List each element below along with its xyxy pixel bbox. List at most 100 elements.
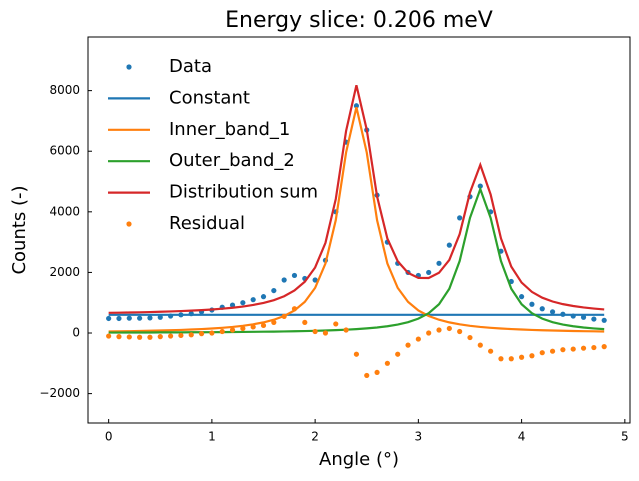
y-tick-label: 8000 (49, 83, 80, 97)
legend-label: Inner_band_1 (169, 119, 290, 140)
data-point (591, 316, 597, 322)
chart-title: Energy slice: 0.206 meV (225, 8, 493, 33)
x-tick-label: 5 (621, 430, 629, 444)
data-point (426, 269, 432, 276)
data-point (519, 294, 525, 300)
y-tick-label: 4000 (49, 204, 80, 218)
data-point (322, 330, 329, 336)
legend-label: Constant (169, 87, 250, 108)
data-point (570, 346, 576, 352)
data-point (446, 325, 452, 332)
data-point (529, 353, 535, 359)
y-tick-label: 2000 (49, 265, 80, 279)
data-point (219, 328, 225, 335)
data-point (477, 342, 483, 348)
y-tick-label: 0 (72, 326, 80, 340)
data-point (281, 277, 287, 283)
y-tick-label: 6000 (49, 144, 80, 158)
data-point (405, 342, 411, 348)
data-point (353, 351, 360, 357)
data-point (601, 317, 607, 323)
data-point (167, 333, 174, 339)
data-point (209, 330, 215, 336)
data-point (157, 334, 163, 340)
data-point (539, 350, 545, 356)
data-point (374, 369, 380, 376)
data-point (436, 260, 442, 266)
data-point (198, 331, 205, 337)
data-point (384, 360, 390, 366)
data-point (302, 319, 308, 326)
data-point (240, 325, 246, 332)
plot-frame (87, 36, 631, 424)
data-point (291, 272, 298, 279)
data-point (529, 301, 535, 307)
data-point (116, 334, 122, 340)
series-line (108, 84, 605, 314)
data-point (229, 327, 236, 333)
data-point (312, 277, 318, 283)
data-point (126, 315, 132, 321)
data-point (560, 347, 566, 353)
data-point (106, 315, 112, 322)
data-point (106, 333, 112, 339)
data-point (457, 328, 463, 335)
data-point (488, 348, 494, 354)
y-tick-label: −2000 (39, 386, 80, 400)
data-point (157, 314, 163, 320)
data-point (240, 300, 246, 306)
data-point (415, 336, 421, 342)
data-point (147, 334, 153, 340)
y-axis-label: Counts (-) (9, 185, 30, 274)
legend-label: Outer_band_2 (169, 150, 295, 171)
data-point (426, 330, 432, 336)
data-point (457, 215, 463, 221)
legend-label: Residual (169, 213, 245, 234)
data-point (260, 294, 267, 300)
data-point (446, 242, 452, 248)
series-line (108, 107, 605, 333)
data-point (539, 306, 545, 312)
data-point (291, 306, 298, 312)
data-point (178, 332, 184, 339)
data-point (312, 328, 318, 335)
data-point (137, 334, 143, 340)
x-tick-label: 0 (105, 430, 113, 444)
x-tick-label: 4 (518, 430, 526, 444)
data-point (498, 356, 504, 362)
data-point (260, 322, 267, 329)
x-tick-label: 3 (415, 430, 423, 444)
data-point (580, 345, 587, 351)
data-point (467, 334, 473, 341)
data-point (395, 351, 401, 357)
x-tick-label: 1 (208, 430, 216, 444)
legend-marker (126, 64, 132, 70)
data-point (281, 313, 287, 319)
legend-label: Data (169, 56, 212, 77)
x-axis-label: Angle (°) (319, 449, 399, 470)
legend-label: Distribution sum (169, 182, 318, 203)
data-point (229, 302, 236, 308)
data-point (188, 332, 194, 338)
data-point (549, 348, 556, 354)
legend-marker (126, 221, 132, 227)
data-point (271, 319, 277, 326)
data-point (549, 309, 556, 315)
data-point (250, 297, 256, 303)
data-point (601, 344, 607, 350)
data-point (591, 344, 597, 351)
data-point (271, 287, 277, 294)
data-point (147, 315, 153, 321)
data-point (364, 372, 370, 379)
data-point (508, 356, 514, 362)
data-point (343, 327, 349, 333)
data-point (137, 315, 143, 321)
x-tick-label: 2 (311, 430, 319, 444)
data-point (436, 327, 442, 333)
data-point (580, 314, 587, 320)
data-point (126, 334, 132, 340)
data-point (250, 324, 256, 330)
data-point (116, 315, 122, 322)
